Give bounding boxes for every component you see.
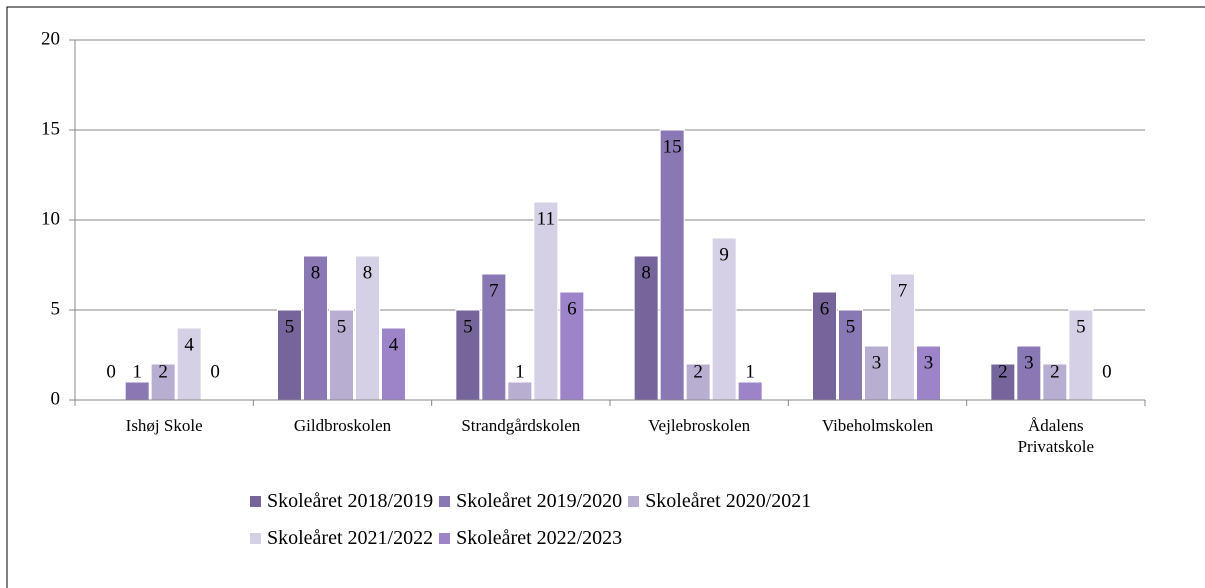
data-label: 0: [1102, 361, 1112, 382]
legend-item: Skoleåret 2021/2022: [250, 527, 433, 550]
data-label: 5: [1076, 316, 1086, 337]
x-tick-label: Vejlebroskolen: [648, 416, 751, 435]
bar: [455, 309, 481, 401]
data-label: 4: [389, 334, 399, 355]
bar: [659, 129, 685, 401]
legend-swatch: [439, 496, 451, 507]
data-label: 1: [745, 361, 755, 382]
legend-item: Skoleåret 2019/2020: [439, 490, 622, 513]
data-label: 3: [1024, 352, 1034, 373]
data-label: 15: [663, 136, 682, 157]
x-tick-label: Strandgårdskolen: [461, 416, 581, 435]
data-label: 5: [846, 316, 856, 337]
bar: [990, 363, 1016, 401]
legend-swatch: [250, 533, 261, 544]
data-label: 2: [693, 361, 703, 382]
data-label: 9: [719, 244, 729, 265]
legend-label: Skoleåret 2020/2021: [645, 490, 812, 512]
bar: [277, 309, 302, 401]
data-label: 8: [363, 262, 373, 283]
legend-label: Skoleåret 2018/2019: [267, 490, 434, 512]
x-tick-label-box: Gildbroskolen: [278, 415, 408, 436]
y-tick-label: 0: [51, 388, 61, 409]
bar: [355, 255, 380, 401]
bar: [737, 381, 763, 401]
bar: [559, 291, 585, 401]
data-label: 5: [337, 316, 347, 337]
y-tick-label: 5: [51, 298, 61, 319]
bar: [1068, 309, 1094, 401]
legend-label: Skoleåret 2021/2022: [267, 527, 434, 549]
data-label: 6: [567, 298, 577, 319]
data-label: 1: [515, 361, 525, 382]
x-tick-label-box: Vejlebroskolen: [634, 415, 764, 436]
data-label: 3: [924, 352, 934, 373]
bar: [711, 237, 737, 401]
x-tick-label: Ishøj Skole: [125, 416, 203, 435]
x-tick-label: Gildbroskolen: [293, 416, 392, 435]
y-tick-label: 15: [41, 118, 60, 139]
data-label: 1: [132, 361, 142, 382]
bar: [1042, 363, 1068, 401]
legend-item: Skoleåret 2020/2021: [628, 490, 811, 513]
x-tick-label: Ådalens Privatskole: [1017, 416, 1095, 456]
x-tick-label: Vibeholmskolen: [821, 416, 934, 435]
data-label: 2: [998, 361, 1008, 382]
bar: [838, 309, 863, 401]
x-tick-label-box: Vibeholmskolen: [813, 415, 943, 436]
legend-swatch: [439, 533, 451, 544]
legend-label: Skoleåret 2022/2023: [456, 527, 623, 549]
bar: [685, 363, 711, 401]
bar: [381, 327, 406, 401]
bar: [890, 273, 915, 401]
data-label: 2: [1050, 361, 1060, 382]
bar: [303, 255, 328, 401]
x-tick-label-box: Strandgårdskolen: [456, 415, 586, 436]
data-label: 5: [285, 316, 295, 337]
legend-item: Skoleåret 2022/2023: [439, 527, 622, 550]
legend: Skoleåret 2018/2019 Skoleåret 2019/2020 Sk…: [250, 490, 990, 550]
legend-item: Skoleåret 2018/2019: [250, 490, 433, 513]
data-label: 7: [898, 280, 908, 301]
data-label: 3: [872, 352, 882, 373]
data-label: 7: [489, 280, 499, 301]
frame: [6, 6, 1205, 588]
data-label: 4: [184, 334, 194, 355]
data-label: 0: [210, 361, 220, 382]
bar: [1016, 345, 1042, 401]
bar: [176, 327, 202, 401]
data-label: 6: [820, 298, 830, 319]
bar: [329, 309, 354, 401]
bar: [633, 255, 659, 401]
bar: [481, 273, 507, 401]
data-label: 2: [158, 361, 168, 382]
bar: [507, 381, 533, 401]
legend-swatch: [250, 496, 261, 507]
x-tick-label-box: Ådalens Privatskole: [991, 415, 1121, 457]
data-label: 11: [537, 208, 555, 229]
data-label: 5: [463, 316, 473, 337]
bar: [124, 381, 150, 401]
legend-swatch: [628, 496, 640, 507]
legend-label: Skoleåret 2019/2020: [456, 490, 623, 512]
x-tick-label-box: Ishøj Skole: [99, 415, 229, 436]
bar: [916, 345, 941, 401]
data-label: 8: [641, 262, 651, 283]
bar: [533, 201, 559, 401]
y-tick-label: 10: [41, 208, 60, 229]
data-label: 0: [106, 361, 116, 382]
data-label: 8: [311, 262, 321, 283]
bar: [150, 363, 176, 401]
y-tick-label: 20: [41, 28, 60, 49]
